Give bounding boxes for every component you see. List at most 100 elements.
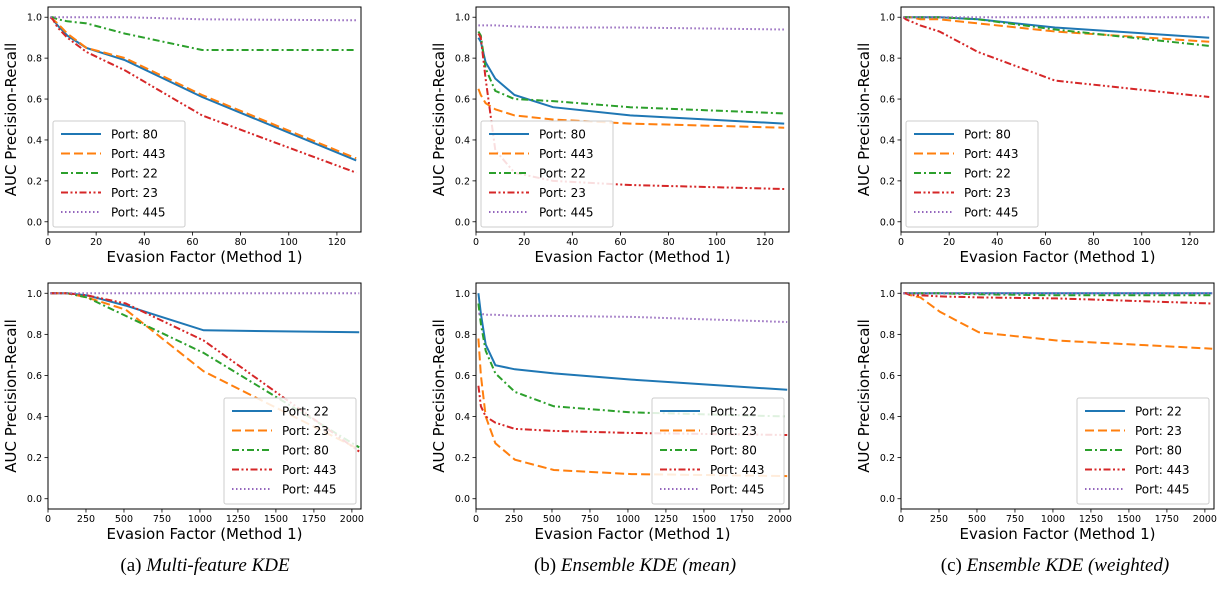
- caption-b-label: (b): [533, 555, 557, 576]
- y-tick-label: 0.2: [880, 176, 895, 187]
- y-tick-label: 0.8: [880, 330, 895, 341]
- chart-panel-b-top: 0.0 0.2 0.4 0.6 0.8 1.0 0 20 40 60 80 100 120 Evasion…: [430, 6, 790, 266]
- y-tick-label: 1.0: [880, 289, 895, 300]
- series-line-port-22: [477, 30, 785, 115]
- x-axis-label: Evasion Factor (Method 1): [960, 248, 1156, 266]
- y-tick-label: 0.6: [27, 371, 42, 382]
- x-tick-label: 1750: [1155, 514, 1179, 525]
- x-tick-label: 1750: [302, 514, 326, 525]
- x-tick-label: 750: [581, 514, 599, 525]
- x-tick-label: 500: [968, 514, 986, 525]
- y-tick-label: 1.0: [880, 13, 895, 24]
- x-axis-label: Evasion Factor (Method 1): [535, 248, 731, 266]
- series-line-port-443: [50, 292, 360, 453]
- legend: Port: 22 Port: 23 Port: 80 Port: 443 Port: 4…: [1076, 397, 1210, 505]
- x-tick-label: 20: [943, 237, 955, 248]
- legend-label: Port: 23: [539, 186, 586, 200]
- series-line-port-23: [49, 16, 357, 174]
- y-tick-label: 0.8: [455, 54, 470, 65]
- x-tick-label: 20: [518, 237, 530, 248]
- y-tick-label: 0.8: [880, 54, 895, 65]
- legend-label: Port: 22: [1135, 405, 1182, 419]
- y-tick-label: 1.0: [27, 13, 42, 24]
- legend-label: Port: 23: [710, 424, 757, 438]
- legend: Port: 80 Port: 443 Port: 22 Port: 23 Port: 4…: [480, 120, 614, 228]
- chart-panel-c-bottom: 0.0 0.2 0.4 0.6 0.8 1.0 0 250 500 750 1000 1250 1500…: [855, 282, 1217, 543]
- legend-label: Port: 445: [111, 206, 166, 220]
- caption-c-title: Ensemble KDE (weighted): [966, 555, 1170, 576]
- x-tick-label: 250: [930, 514, 948, 525]
- legend: Port: 80 Port: 443 Port: 22 Port: 23 Port: 4…: [52, 120, 186, 228]
- x-tick-label: 1250: [226, 514, 250, 525]
- x-tick-label: 750: [153, 514, 171, 525]
- y-tick-label: 0.4: [880, 412, 895, 423]
- y-tick-label: 0.2: [455, 176, 470, 187]
- x-tick-label: 80: [235, 237, 247, 248]
- caption-c-label: (c): [940, 555, 962, 576]
- caption-b-title: Ensemble KDE (mean): [560, 555, 737, 576]
- x-tick-label: 500: [543, 514, 561, 525]
- legend-label: Port: 445: [539, 206, 594, 220]
- x-tick-label: 1750: [730, 514, 754, 525]
- x-tick-label: 1000: [616, 514, 640, 525]
- x-tick-label: 0: [45, 514, 51, 525]
- legend-label: Port: 23: [1135, 424, 1182, 438]
- series-line-port-443: [477, 385, 788, 436]
- y-axis-label: AUC Precision-Recall: [2, 319, 20, 473]
- y-axis-label: AUC Precision-Recall: [430, 43, 448, 197]
- x-tick-label: 2000: [340, 514, 364, 525]
- y-tick-label: 0.4: [455, 412, 470, 423]
- y-axis-label: AUC Precision-Recall: [430, 319, 448, 473]
- series-line-port-443: [903, 292, 1213, 305]
- series-line-port-22: [477, 293, 788, 391]
- legend: Port: 22 Port: 23 Port: 80 Port: 443 Port: 4…: [651, 397, 785, 505]
- series-line-port-443: [477, 88, 785, 129]
- x-tick-label: 60: [1039, 237, 1051, 248]
- x-tick-label: 0: [473, 237, 479, 248]
- series-line-port-22: [50, 16, 357, 51]
- legend-label: Port: 23: [282, 424, 329, 438]
- y-tick-label: 0.4: [880, 135, 895, 146]
- legend-label: Port: 445: [1135, 483, 1190, 497]
- legend-label: Port: 80: [964, 128, 1011, 142]
- caption-a-title: Multi-feature KDE: [146, 555, 290, 576]
- legend-box: [1076, 397, 1210, 505]
- series-line-port-445: [478, 312, 788, 323]
- legend-label: Port: 443: [282, 463, 337, 477]
- y-tick-label: 1.0: [27, 289, 42, 300]
- series-line-port-80: [477, 37, 785, 125]
- legend-label: Port: 22: [964, 167, 1011, 181]
- legend-label: Port: 443: [710, 463, 765, 477]
- y-tick-label: 0.8: [27, 330, 42, 341]
- x-tick-label: 1000: [188, 514, 212, 525]
- x-tick-label: 80: [663, 237, 675, 248]
- x-tick-label: 40: [138, 237, 150, 248]
- y-tick-label: 0.6: [455, 95, 470, 106]
- y-tick-label: 0.0: [455, 494, 470, 505]
- y-tick-label: 0.0: [27, 217, 42, 228]
- x-tick-label: 80: [1088, 237, 1100, 248]
- legend-label: Port: 443: [964, 147, 1019, 161]
- caption-a: (a) Multi-feature KDE: [45, 555, 365, 585]
- legend-box: [52, 120, 186, 228]
- x-tick-label: 750: [1006, 514, 1024, 525]
- series-line-port-80: [477, 303, 788, 418]
- legend-label: Port: 80: [111, 128, 158, 142]
- series-line-port-23: [902, 16, 1210, 98]
- x-tick-label: 1250: [654, 514, 678, 525]
- y-tick-label: 0.8: [455, 330, 470, 341]
- legend-label: Port: 22: [111, 167, 158, 181]
- legend-label: Port: 23: [964, 186, 1011, 200]
- x-tick-label: 1500: [1117, 514, 1141, 525]
- y-axis-label: AUC Precision-Recall: [855, 43, 873, 197]
- legend-box: [480, 120, 614, 228]
- x-tick-label: 0: [473, 514, 479, 525]
- chart-panel-a-bottom: 0.0 0.2 0.4 0.6 0.8 1.0 0 250 500 750 1000 1250 1500…: [2, 282, 364, 543]
- legend-label: Port: 80: [710, 444, 757, 458]
- legend-box: [223, 397, 357, 505]
- y-tick-label: 0.0: [27, 494, 42, 505]
- x-tick-label: 100: [280, 237, 298, 248]
- legend-label: Port: 22: [539, 167, 586, 181]
- y-tick-label: 0.4: [27, 135, 42, 146]
- caption-b: (b) Ensemble KDE (mean): [475, 555, 795, 585]
